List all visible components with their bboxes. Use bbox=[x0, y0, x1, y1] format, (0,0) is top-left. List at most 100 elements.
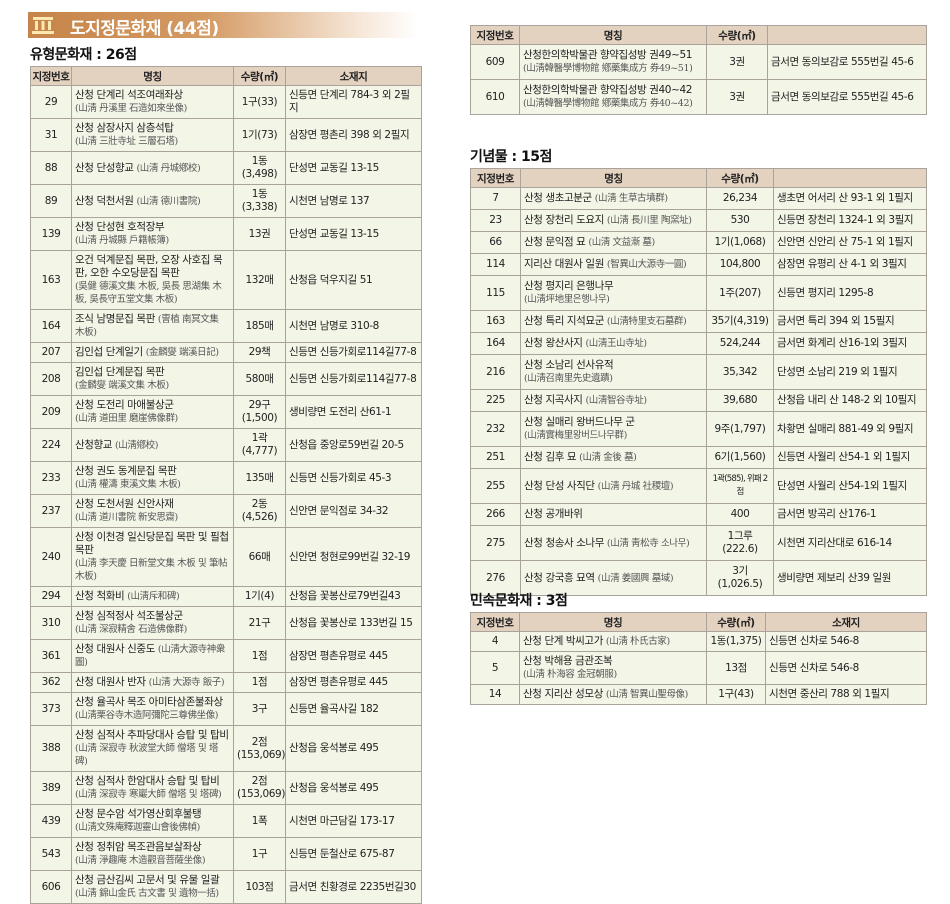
designation-number: 23 bbox=[470, 209, 521, 232]
heritage-name: 산청 박해용 금관조복 bbox=[523, 655, 613, 667]
location: 산청읍 웅석봉로 495 bbox=[285, 771, 422, 805]
heritage-name-hanja: (山淸特里支石墓群) bbox=[606, 316, 687, 327]
heritage-name-hanja: (山淸 生草古墳群) bbox=[594, 193, 668, 204]
heritage-name: 산청한의학박물관 향약집성방 권49~51 bbox=[523, 49, 693, 61]
heritage-name-cell: 산청 실매리 왕버드나무 군 (山淸實梅里왕버드나무群) bbox=[520, 411, 707, 447]
heritage-name-hanja: (山淸 道田里 磨崖佛像群) bbox=[75, 413, 178, 424]
heritage-name-cell: 산청 생초고분군 (山淸 生草古墳群) bbox=[520, 187, 707, 210]
table-row: 115 산청 평지리 은행나무 (山淸坪地里은행나무) 1주(207) 신등면 평지리… bbox=[470, 275, 927, 311]
designation-number: 294 bbox=[30, 586, 72, 607]
heritage-name-cell: 산청 문익점 묘 (山淸 文益漸 墓) bbox=[520, 231, 707, 254]
table-row: 388 산청 심적사 추파당대사 승탑 및 탑비 (山淸 深寂寺 秋波堂大師 僧塔… bbox=[30, 725, 422, 772]
location: 신등면 신차로 546-8 bbox=[765, 631, 927, 652]
table-row: 543 산청 정취암 목조관음보살좌상 (山淸 淨趣庵 木造觀音菩薩坐像) 1구 신등… bbox=[30, 837, 422, 871]
location: 신안면 신안리 산 75-1 외 1필지 bbox=[773, 231, 927, 254]
heritage-name: 산청 금산김씨 고문서 및 유물 일괄 bbox=[75, 874, 220, 886]
quantity: 3권 bbox=[706, 44, 768, 80]
heritage-name-cell: 산청한의학박물관 향약집성방 권40~42 (山淸韓醫學博物館 鄕藥集成方 券4… bbox=[519, 79, 707, 115]
heritage-name-hanja: (山淸 智異山聖母像) bbox=[605, 689, 688, 700]
heritage-name: 산청 강국흥 묘역 bbox=[524, 571, 595, 584]
designation-number: 207 bbox=[30, 342, 72, 363]
table-row: 233 산청 권도 동계문집 목판 (山淸 權濤 東溪文集 木板) 135매 신등면 … bbox=[30, 461, 422, 495]
header-quantity: 수량(㎡) bbox=[706, 25, 768, 45]
designation-number: 543 bbox=[30, 837, 72, 871]
heritage-name-cell: 산청 문수암 석가영산회후불탱 (山淸文殊庵釋迦靈山會後佛幀) bbox=[71, 804, 234, 838]
designation-number: 255 bbox=[470, 468, 521, 504]
quantity: 3구 bbox=[233, 692, 286, 726]
table-row: 14 산청 지리산 성모상 (山淸 智異山聖母像) 1구(43) 시천면 중산리 78… bbox=[470, 684, 927, 705]
section-title-folk: 민속문화재 : 3점 bbox=[470, 593, 568, 609]
heritage-name-hanja: (山淸 深寂精舍 石造佛像群) bbox=[75, 624, 187, 635]
table-row: 251 산청 김후 묘 (山淸 金後 墓) 6기(1,560) 신등면 사월리 산54… bbox=[470, 446, 927, 469]
designation-number: 276 bbox=[470, 560, 521, 596]
location: 산청읍 웅석봉로 495 bbox=[285, 725, 422, 772]
table-row: 216 산청 소남리 선사유적 (山淸召南里先史遺蹟) 35,342 단성면 소남리 … bbox=[470, 354, 927, 390]
designation-number: 362 bbox=[30, 672, 72, 693]
header-number: 지정번호 bbox=[470, 612, 520, 632]
designation-number: 237 bbox=[30, 494, 72, 528]
heritage-name-hanja: (山淸 淨趣庵 木造觀音菩薩坐像) bbox=[75, 855, 206, 866]
designation-number: 7 bbox=[470, 187, 521, 210]
quantity: 1그루(222.6) bbox=[706, 525, 774, 561]
location: 신등면 신등가회로114길77-8 bbox=[285, 362, 422, 396]
heritage-name-hanja: (山淸 李天慶 日新堂文集 木板 및 筆帖 木板) bbox=[75, 558, 228, 582]
designation-number: 266 bbox=[470, 503, 521, 526]
heritage-name-hanja: (金麟燮 端溪文集 木板) bbox=[75, 380, 169, 391]
location: 신등면 신차로 546-8 bbox=[765, 651, 927, 685]
heritage-name-hanja: (山淸大源寺神衆圖) bbox=[75, 644, 225, 668]
heritage-name: 산청 심적사 추파당대사 승탑 및 탑비 bbox=[75, 729, 229, 741]
table-row: 310 산청 심적정사 석조불상군 (山淸 深寂精舍 石造佛像群) 21구 산청읍 꽃… bbox=[30, 606, 422, 640]
quantity: 1동(3,498) bbox=[233, 151, 286, 185]
heritage-name: 산청 율곡사 목조 아미타삼존불좌상 bbox=[75, 696, 223, 708]
heritage-name-hanja: (山淸 金後 墓) bbox=[579, 452, 637, 463]
quantity: 29구 (1,500) bbox=[233, 395, 286, 429]
location: 단성면 교동길 13-15 bbox=[285, 217, 422, 251]
quantity: 1곽(4,777) bbox=[233, 428, 286, 462]
quantity: 2점 (153,069) bbox=[233, 771, 286, 805]
table-row: 232 산청 실매리 왕버드나무 군 (山淸實梅里왕버드나무群) 9주(1,797)… bbox=[470, 411, 927, 447]
heritage-name: 산청 지리산 성모상 bbox=[523, 688, 603, 700]
heritage-name-cell: 산청 권도 동계문집 목판 (山淸 權濤 東溪文集 木板) bbox=[71, 461, 234, 495]
table-row: 209 산청 도전리 마애불상군 (山淸 道田里 磨崖佛像群) 29구 (1,500… bbox=[30, 395, 422, 429]
location: 산청읍 중앙로59번길 20-5 bbox=[285, 428, 422, 462]
heritage-name-cell: 산청 금산김씨 고문서 및 유물 일괄 (山淸 錦山金氏 古文書 및 遺物一括) bbox=[71, 870, 234, 904]
location: 생비량면 도전리 산61-1 bbox=[285, 395, 422, 429]
table-row: 266 산청 공개바위 400 금서면 방곡리 산176-1 bbox=[470, 503, 927, 526]
quantity: 2점 (153,069) bbox=[233, 725, 286, 772]
heritage-name-cell: 김인섭 단계일기 (金麟燮 端溪日記) bbox=[71, 342, 234, 363]
quantity: 3권 bbox=[706, 79, 768, 115]
heritage-name-hanja: (山淸文殊庵釋迦靈山會後佛幀) bbox=[75, 822, 200, 833]
section-title-monument: 기념물 : 15점 bbox=[470, 149, 552, 165]
heritage-name-cell: 산청 특리 지석묘군 (山淸特里支石墓群) bbox=[520, 310, 707, 333]
quantity: 185매 bbox=[233, 309, 286, 343]
heritage-name: 산청 이천경 일신당문집 목판 및 필첩 목판 bbox=[75, 531, 229, 556]
header-number: 지정번호 bbox=[470, 25, 520, 45]
location: 시천면 중산리 788 외 1필지 bbox=[765, 684, 927, 705]
header-quantity: 수량(㎡) bbox=[706, 168, 774, 188]
heritage-name: 산청 단성 사직단 bbox=[524, 479, 595, 492]
designation-number: 224 bbox=[30, 428, 72, 462]
heritage-name-cell: 산청 공개바위 bbox=[520, 503, 707, 526]
heritage-name-cell: 산청 평지리 은행나무 (山淸坪地里은행나무) bbox=[520, 275, 707, 311]
heritage-name-cell: 산청 단성 사직단 (山淸 丹城 社稷壇) bbox=[520, 468, 707, 504]
designation-number: 209 bbox=[30, 395, 72, 429]
header-quantity: 수량(㎡) bbox=[233, 66, 286, 86]
quantity: 35,342 bbox=[706, 354, 774, 390]
heritage-name-cell: 산청 율곡사 목조 아미타삼존불좌상 (山淸栗谷寺木造阿彌陀三尊佛坐像) bbox=[71, 692, 234, 726]
location: 금서면 동의보감로 555번길 45-6 bbox=[767, 44, 927, 80]
location: 금서면 친황경로 2235번길30 bbox=[285, 870, 422, 904]
location: 삼장면 평촌유평로 445 bbox=[285, 672, 422, 693]
quantity: 66매 bbox=[233, 527, 286, 587]
table-row: 66 산청 문익점 묘 (山淸 文益漸 墓) 1기(1,068) 신안면 신안리 산 … bbox=[470, 231, 927, 254]
designation-number: 310 bbox=[30, 606, 72, 640]
heritage-name-hanja: (山淸栗谷寺木造阿彌陀三尊佛坐像) bbox=[75, 710, 219, 721]
table-row: 361 산청 대원사 신중도 (山淸大源寺神衆圖) 1점 삼장면 평촌유평로 445 bbox=[30, 639, 422, 673]
location: 시천면 지리산대로 616-14 bbox=[773, 525, 927, 561]
location: 금서면 방곡리 산176-1 bbox=[773, 503, 927, 526]
quantity: 21구 bbox=[233, 606, 286, 640]
section-title-tangible: 유형문화재 : 26점 bbox=[30, 47, 137, 63]
location: 시천면 남명로 310-8 bbox=[285, 309, 422, 343]
building-columns-icon bbox=[32, 17, 54, 34]
header-row: 지정번호 명칭 수량(㎡) bbox=[470, 25, 927, 45]
heritage-name-cell: 산청 김후 묘 (山淸 金後 墓) bbox=[520, 446, 707, 469]
